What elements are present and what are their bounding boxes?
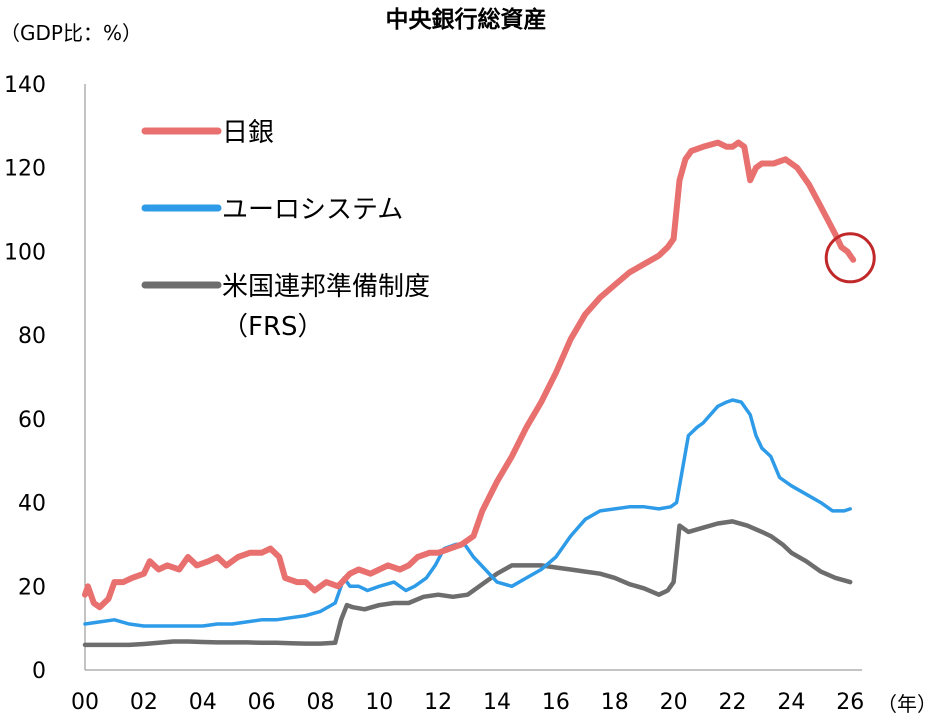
x-tick-label: 04 <box>189 690 217 715</box>
x-tick-label: 14 <box>483 690 511 715</box>
legend-label-frs-line2: （FRS） <box>222 312 324 342</box>
x-tick-label: 22 <box>719 690 747 715</box>
legend-label-frs-line1: 米国連邦準備制度 <box>222 272 430 302</box>
y-tick-label: 40 <box>18 492 46 517</box>
x-tick-label: 10 <box>365 690 393 715</box>
x-axis-unit-label: （年） <box>877 692 932 716</box>
x-tick-label: 00 <box>71 690 99 715</box>
highlight-circle <box>824 232 876 284</box>
x-tick-label: 06 <box>248 690 276 715</box>
y-tick-label: 120 <box>4 157 46 182</box>
x-ticks: 00 02 04 06 08 10 12 14 16 18 20 22 24 26 <box>71 690 864 715</box>
y-tick-label: 140 <box>4 73 46 98</box>
y-tick-label: 60 <box>18 408 46 433</box>
y-axis-unit-label: （GDP比：%） <box>0 21 142 45</box>
chart-title: 中央銀行総資産 <box>386 6 547 33</box>
x-tick-label: 16 <box>542 690 570 715</box>
x-tick-label: 20 <box>660 690 688 715</box>
legend-label-frs: 米国連邦準備制度 （FRS） <box>222 272 438 342</box>
y-ticks: 0 20 40 60 80 100 120 140 <box>4 73 46 684</box>
y-tick-label: 20 <box>18 575 46 600</box>
legend-label-eurosystem: ユーロシステム <box>222 195 403 225</box>
legend: 日銀 ユーロシステム 米国連邦準備制度 （FRS） <box>141 118 438 342</box>
series-line-frs <box>82 519 853 648</box>
y-tick-label: 100 <box>4 240 46 265</box>
x-tick-label: 18 <box>601 690 629 715</box>
x-tick-label: 08 <box>306 690 334 715</box>
x-tick-label: 02 <box>130 690 158 715</box>
y-tick-label: 80 <box>18 324 46 349</box>
x-tick-label: 24 <box>777 690 805 715</box>
x-tick-label: 26 <box>836 690 864 715</box>
legend-label-boj: 日銀 <box>222 118 274 148</box>
y-tick-label: 0 <box>32 659 46 684</box>
series-line-boj <box>82 139 857 611</box>
x-tick-label: 12 <box>424 690 452 715</box>
series-lines <box>82 139 857 648</box>
series-line-eurosystem <box>83 398 852 628</box>
